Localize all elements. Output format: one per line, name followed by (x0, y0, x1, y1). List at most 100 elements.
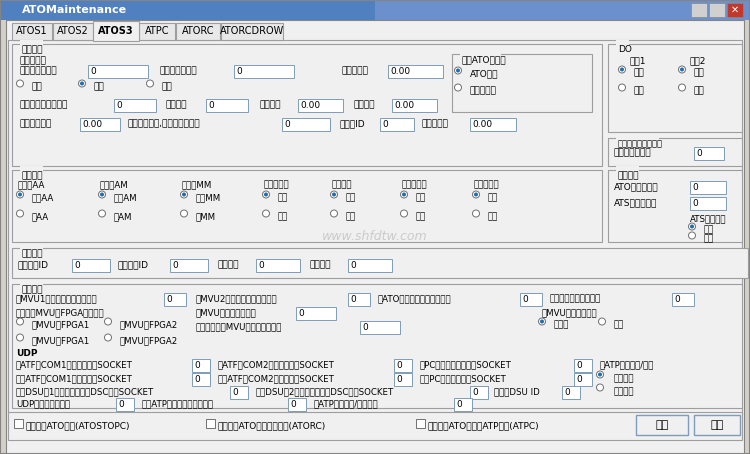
Text: 成功: 成功 (694, 68, 705, 77)
Text: 0.00: 0.00 (472, 120, 492, 129)
Circle shape (79, 80, 86, 87)
Bar (470, 386, 488, 399)
Bar (8, 40, 742, 414)
Circle shape (16, 191, 23, 198)
Circle shape (690, 224, 694, 228)
Text: 有效的DSU ID: 有效的DSU ID (494, 387, 540, 396)
Text: 接收DSU的1端口发送过来的DSC端的SOCKET: 接收DSU的1端口发送过来的DSC端的SOCKET (16, 387, 154, 396)
Text: 0.00: 0.00 (82, 120, 102, 129)
Circle shape (16, 80, 23, 87)
Bar (694, 147, 724, 160)
Text: 给ATF的COM1发送周期报的SOCKET: 给ATF的COM1发送周期报的SOCKET (16, 360, 133, 369)
Text: 失败: 失败 (694, 86, 705, 95)
Bar (170, 259, 208, 272)
Bar (460, 50, 502, 58)
Bar (114, 99, 156, 112)
Text: 制动电机控制量: 制动电机控制量 (160, 66, 198, 75)
Circle shape (80, 82, 84, 85)
Text: 与ATO通信的串口的串口标识: 与ATO通信的串口的串口标识 (378, 294, 452, 303)
Text: 0: 0 (396, 361, 402, 370)
Text: 未按: 未按 (346, 193, 356, 202)
Text: 时钟同步: 时钟同步 (618, 171, 640, 180)
Text: 通信正常: 通信正常 (614, 374, 634, 383)
Text: 0.00: 0.00 (394, 101, 414, 110)
Text: 取消: 取消 (710, 420, 724, 430)
Text: 0: 0 (382, 120, 388, 129)
Text: 按下: 按下 (488, 212, 498, 221)
Bar (690, 197, 726, 210)
Text: 设备1: 设备1 (630, 56, 646, 65)
Text: 给指定的串口发送数据: 给指定的串口发送数据 (550, 294, 602, 303)
Bar (454, 398, 472, 411)
Text: 0: 0 (118, 400, 124, 409)
Text: ATS是否可行: ATS是否可行 (690, 214, 727, 223)
Text: 列车速度: 列车速度 (166, 100, 188, 109)
Circle shape (331, 191, 338, 198)
Text: 与MVU通信是否故障: 与MVU通信是否故障 (542, 308, 598, 317)
Bar (694, 415, 740, 435)
Text: 牵引制动量: 牵引制动量 (20, 56, 46, 65)
Text: 0: 0 (166, 295, 172, 304)
Text: 0: 0 (90, 67, 96, 76)
Text: 与MVU2通信的串口的串口标识: 与MVU2通信的串口的串口标识 (196, 294, 278, 303)
Bar (709, 3, 725, 17)
Circle shape (679, 84, 686, 91)
Bar (298, 99, 343, 112)
Bar (636, 415, 688, 435)
Text: 0.00: 0.00 (390, 67, 410, 76)
Circle shape (680, 68, 684, 71)
Text: 基础态工作态故障态: 基础态工作态故障态 (618, 139, 663, 148)
Bar (192, 373, 210, 386)
Text: 主MVU的FPGA2: 主MVU的FPGA2 (120, 320, 178, 329)
Circle shape (454, 84, 461, 91)
Circle shape (619, 66, 626, 73)
Text: 通信异常: 通信异常 (614, 387, 634, 396)
Circle shape (619, 84, 626, 91)
Text: DO: DO (618, 45, 632, 54)
Circle shape (472, 210, 479, 217)
Bar (12, 170, 602, 242)
Text: www.shfdtw.com: www.shfdtw.com (322, 231, 428, 243)
Text: 0: 0 (290, 400, 296, 409)
Text: 按下: 按下 (346, 212, 356, 221)
Text: 0: 0 (284, 120, 290, 129)
Text: ATO流逝的秒数: ATO流逝的秒数 (614, 182, 658, 191)
Bar (88, 65, 148, 78)
Text: 给ATF的COM2发送周期报的SOCKET: 给ATF的COM2发送周期报的SOCKET (218, 360, 334, 369)
Text: 0: 0 (522, 295, 528, 304)
Text: 线路终点: 线路终点 (354, 100, 376, 109)
Circle shape (679, 66, 686, 73)
Text: 0: 0 (692, 199, 698, 208)
Bar (360, 321, 400, 334)
Text: ATS流逝的秒数: ATS流逝的秒数 (614, 198, 657, 207)
Text: ATOS2: ATOS2 (57, 26, 88, 36)
Bar (727, 3, 743, 17)
Text: 门模式MM: 门模式MM (182, 180, 212, 189)
Text: 0: 0 (208, 101, 214, 110)
Bar (380, 118, 414, 131)
Text: 接收ATF的COM2的周期报的SOCKET: 接收ATF的COM2的周期报的SOCKET (218, 374, 334, 383)
Circle shape (16, 318, 23, 325)
Bar (616, 166, 639, 174)
Text: 成功: 成功 (634, 68, 645, 77)
Text: 制动: 制动 (162, 82, 172, 91)
Text: ATPC: ATPC (145, 26, 170, 36)
Text: 为AM: 为AM (114, 212, 133, 221)
Circle shape (262, 191, 269, 198)
Bar (176, 23, 220, 40)
Bar (394, 359, 412, 372)
Text: 0: 0 (692, 183, 698, 192)
Text: 运营管理: 运营管理 (22, 249, 44, 258)
Bar (672, 293, 694, 306)
Text: 0: 0 (456, 400, 462, 409)
Text: 计划运行时间: 计划运行时间 (20, 119, 53, 128)
Circle shape (620, 68, 624, 71)
Text: 运营控制: 运营控制 (22, 45, 44, 54)
Bar (608, 44, 742, 132)
Circle shape (100, 192, 104, 197)
Text: 0: 0 (576, 361, 582, 370)
Bar (230, 386, 248, 399)
Bar (8, 412, 742, 440)
Circle shape (596, 371, 604, 378)
Text: 0: 0 (74, 261, 80, 270)
